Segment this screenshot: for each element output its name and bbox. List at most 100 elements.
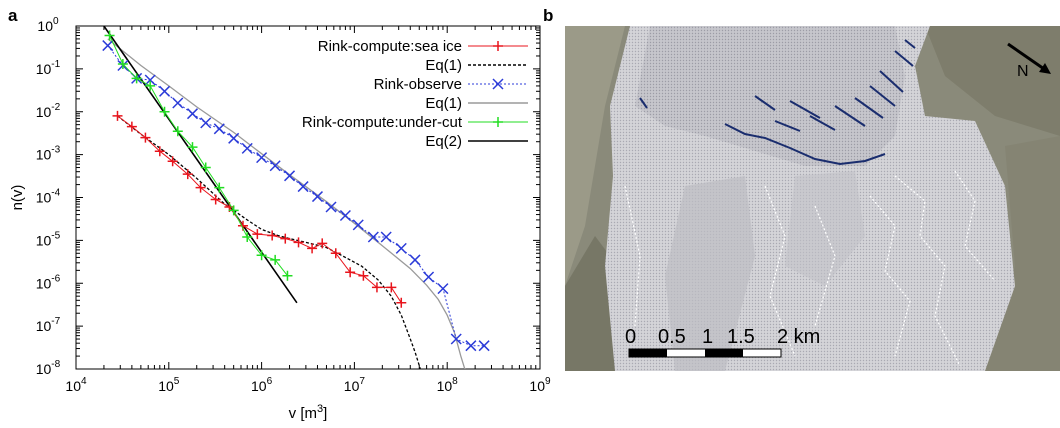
data-point — [330, 248, 341, 259]
north-arrow: N — [1007, 42, 1051, 80]
y-tick-label: 10-8 — [36, 359, 61, 377]
series-line — [103, 26, 298, 304]
data-point — [358, 270, 369, 281]
x-tick-label: 108 — [437, 376, 459, 394]
data-point — [311, 191, 324, 203]
data-point — [126, 121, 137, 132]
data-point — [195, 182, 206, 193]
data-point — [200, 117, 212, 129]
data-point — [293, 237, 304, 248]
data-point — [182, 169, 193, 180]
data-point — [339, 209, 351, 222]
data-point — [409, 254, 421, 266]
scale-bar: 0 0.5 1 1.5 2 km — [625, 326, 820, 358]
data-point — [450, 333, 462, 345]
data-point — [396, 297, 407, 308]
series-line — [107, 38, 466, 369]
x-tick-label: 107 — [344, 376, 366, 394]
scale-label-0-5: 0.5 — [658, 326, 686, 348]
data-point — [228, 132, 240, 144]
legend-label: Eq(1) — [425, 57, 462, 74]
data-point — [241, 142, 253, 154]
data-point — [280, 233, 291, 244]
x-tick-label: 104 — [65, 376, 87, 394]
data-point — [345, 267, 356, 278]
data-point — [367, 231, 379, 243]
series-rink-observe-2 — [102, 40, 490, 352]
scale-label-1: 1 — [702, 326, 713, 348]
data-point — [307, 243, 318, 254]
data-point — [167, 156, 178, 167]
data-point — [214, 182, 225, 193]
x-tick-label: 105 — [158, 376, 180, 394]
data-point — [213, 123, 225, 135]
data-point — [282, 270, 293, 281]
y-tick-label: 10-6 — [36, 273, 61, 291]
data-point — [117, 58, 128, 69]
y-tick-label: 10-2 — [36, 102, 61, 120]
data-point — [256, 250, 267, 261]
scale-label-1-5: 1.5 — [727, 326, 755, 348]
series-connector — [117, 115, 402, 304]
data-point — [380, 231, 392, 243]
panel-label-a: a — [8, 6, 18, 25]
legend: Rink-compute:sea ice Eq(1) Rink-observe Eq(… — [302, 38, 528, 150]
legend-label: Eq(2) — [425, 133, 462, 150]
data-point — [371, 282, 382, 293]
data-point — [140, 132, 151, 143]
y-tick-label: 10-4 — [36, 188, 61, 206]
y-tick-label: 100 — [37, 16, 59, 34]
data-point — [154, 146, 165, 157]
plot-frame — [75, 25, 541, 370]
x-tick-label: 106 — [251, 376, 273, 394]
series-connector — [109, 35, 288, 277]
series-eq-1-3 — [107, 38, 466, 369]
legend-marker — [493, 117, 503, 127]
data-point — [242, 231, 253, 242]
x-axis-title: v [m3] — [289, 403, 328, 422]
legend-label: Rink-compute:under-cut — [302, 114, 463, 131]
data-point — [172, 126, 183, 137]
legend-marker — [493, 41, 503, 51]
scale-label-0: 0 — [625, 326, 636, 348]
data-point — [478, 340, 490, 352]
y-tick-label: 10-5 — [36, 230, 61, 248]
data-point — [270, 254, 281, 265]
data-point — [186, 108, 199, 120]
series-rink-compute-under-cut-4 — [104, 30, 293, 281]
ice-contours — [624, 170, 996, 367]
data-point — [144, 74, 156, 86]
data-point — [269, 160, 281, 172]
data-point — [187, 142, 198, 153]
series-rink-compute-sea-ice-0 — [112, 110, 407, 308]
legend-label: Rink-compute:sea ice — [318, 38, 462, 55]
data-point — [465, 340, 477, 352]
calving-front — [639, 39, 916, 166]
x-tick-label: 109 — [529, 376, 551, 394]
data-point — [325, 201, 337, 213]
data-point — [159, 85, 171, 97]
data-point — [200, 162, 211, 173]
data-point — [437, 283, 449, 295]
data-point — [386, 282, 397, 293]
scale-label-2: 2 km — [777, 326, 820, 348]
series-line — [117, 115, 421, 369]
data-point — [252, 229, 263, 240]
data-point — [317, 238, 328, 249]
series-eq-2-5 — [103, 26, 298, 304]
legend-label: Rink-observe — [374, 76, 462, 93]
legend-label: Eq(1) — [425, 95, 462, 112]
data-point — [256, 152, 268, 164]
log-log-chart: 104 105 106 107 108 109 100 10-1 10-2 10-3 10-4 10-… — [9, 16, 551, 422]
north-label: N — [1017, 63, 1029, 80]
data-point — [228, 205, 239, 216]
y-tick-label: 10-1 — [36, 59, 61, 77]
data-point — [172, 97, 184, 109]
data-point — [284, 170, 296, 182]
data-point — [112, 110, 123, 121]
data-point — [131, 73, 142, 84]
glacier-ice — [605, 26, 1015, 371]
glacier-map: N 0 0.5 1 1.5 2 km — [565, 26, 1060, 371]
data-point — [159, 106, 170, 117]
plot-area — [102, 26, 490, 369]
